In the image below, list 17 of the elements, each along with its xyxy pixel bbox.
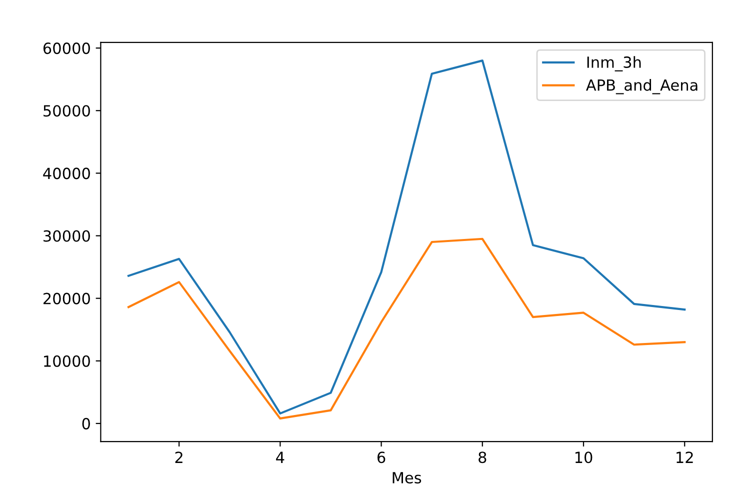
x-tick-label: 6	[378, 452, 386, 464]
y-tick-label: 40000	[43, 168, 90, 180]
x-tick-label: 8	[478, 452, 486, 464]
x-tick-label: 4	[276, 452, 284, 463]
x-tick-label: 2	[175, 452, 182, 463]
y-tick-label: 30000	[44, 230, 90, 242]
y-tick-label: 60000	[43, 42, 90, 54]
legend-label: Inm_3h	[587, 56, 641, 72]
y-tick-label: 50000	[44, 105, 90, 117]
y-tick-label: 0	[82, 418, 90, 430]
x-tick-label: 10	[575, 452, 592, 464]
y-tick-label: 20000	[44, 292, 90, 304]
x-tick-label: 12	[676, 452, 693, 463]
line-series	[127, 238, 686, 420]
legend-label: APB_and_Aena	[586, 79, 698, 94]
x-axis-title: Mes	[392, 472, 422, 484]
y-tick-label: 10000	[44, 355, 90, 367]
